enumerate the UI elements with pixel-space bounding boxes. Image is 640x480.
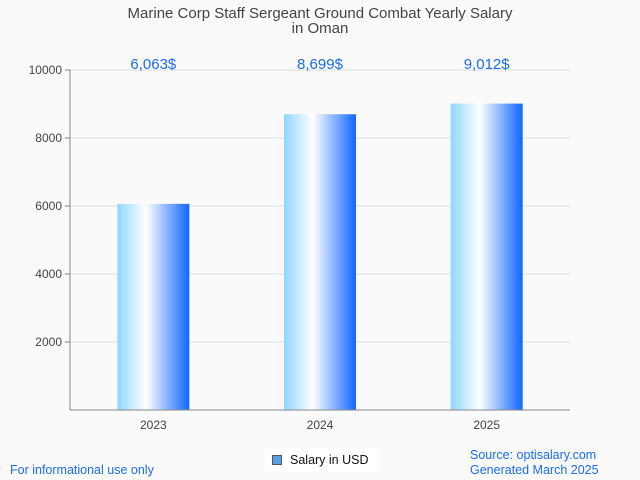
data-label: 8,699$	[297, 56, 344, 73]
x-tick-label: 2023	[140, 418, 167, 432]
x-tick-label: 2025	[473, 418, 500, 432]
source-link[interactable]: Source: optisalary.com	[470, 448, 597, 462]
bar-2025	[450, 103, 523, 410]
y-tick-label: 6000	[35, 199, 62, 213]
data-label: 9,012$	[464, 56, 511, 73]
x-tick-label: 2024	[307, 418, 334, 432]
bar-2023	[117, 203, 190, 410]
chart-title-line-1: Marine Corp Staff Sergeant Ground Combat…	[128, 5, 513, 22]
legend: Salary in USD	[265, 448, 377, 472]
y-tick-label: 10000	[29, 63, 63, 77]
legend-label: Salary in USD	[290, 453, 369, 467]
disclaimer: For informational use only	[10, 463, 154, 477]
chart-title-line-2: in Oman	[292, 20, 349, 37]
data-label: 6,063$	[130, 56, 177, 73]
generated-date: Generated March 2025	[470, 463, 599, 477]
legend-swatch	[272, 455, 282, 465]
y-tick-label: 4000	[35, 267, 62, 281]
y-tick-label: 8000	[35, 131, 62, 145]
y-tick-label: 2000	[35, 335, 62, 349]
bar-2024	[284, 114, 356, 410]
